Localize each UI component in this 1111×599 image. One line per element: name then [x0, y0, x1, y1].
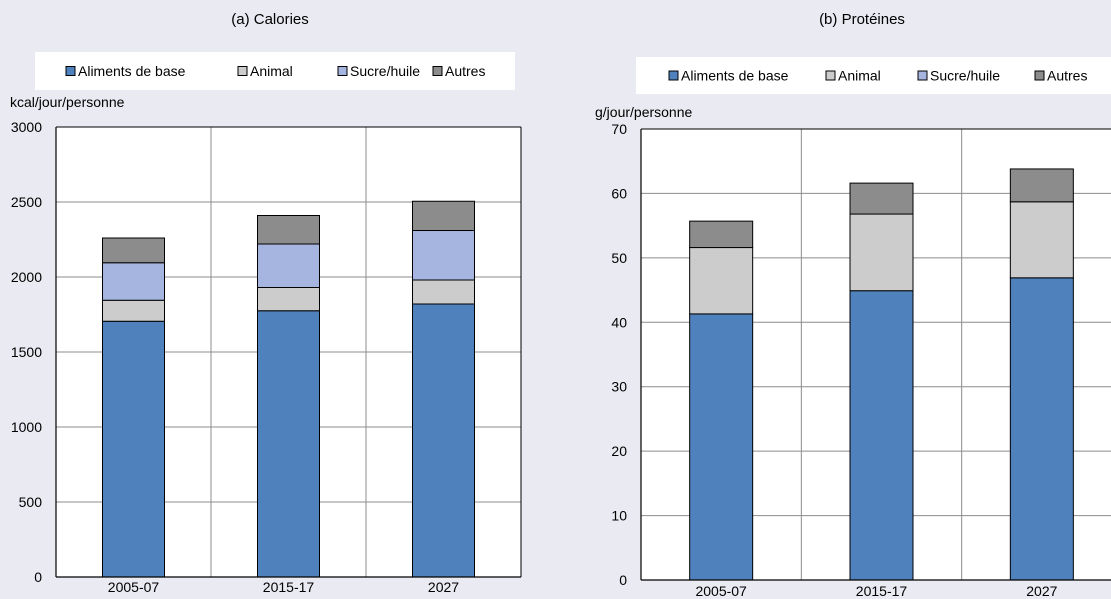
legend-swatch	[1034, 70, 1045, 81]
legend-swatch	[917, 70, 928, 81]
y-tick-label: 10	[611, 508, 627, 524]
y-tick-label: 1000	[11, 419, 42, 435]
x-tick-label: 2027	[1026, 583, 1057, 599]
legend-label: Aliments de base	[681, 68, 789, 84]
bar-segment	[412, 230, 475, 281]
y-tick-label: 20	[611, 443, 627, 459]
legend: Aliments de base Animal Sucre/huile Autres	[35, 52, 515, 90]
legend-label: Sucre/huile	[350, 63, 420, 79]
bar-segment	[849, 182, 914, 215]
bar-segment	[849, 290, 914, 581]
x-tick-label: 2005-07	[108, 579, 160, 595]
legend: Aliments de base Animal Sucre/huile Autres	[636, 57, 1111, 94]
legend-label: Sucre/huile	[930, 68, 1000, 84]
legend-swatch	[337, 66, 348, 76]
legend-swatch	[65, 66, 76, 76]
x-tick-label: 2015-17	[263, 579, 315, 595]
legend-box	[636, 57, 1111, 94]
bar-segment	[1009, 277, 1074, 581]
bar-segment	[257, 310, 320, 578]
legend-label: Autres	[445, 63, 485, 79]
y-tick-label: 0	[34, 569, 42, 585]
y-axis-label: g/jour/personne	[595, 104, 693, 120]
y-tick-label: 2000	[11, 269, 42, 285]
y-axis-label: kcal/jour/personne	[10, 94, 125, 110]
x-tick-label: 2015-17	[856, 583, 908, 599]
y-tick-label: 500	[19, 494, 43, 510]
bar-segment	[689, 247, 754, 315]
bar-segment	[849, 213, 914, 292]
bar-segment	[1009, 168, 1074, 203]
bar-segment	[1009, 201, 1074, 279]
legend-label: Aliments de base	[78, 63, 186, 79]
bar-segment	[412, 279, 475, 305]
bar-segment	[102, 262, 165, 301]
y-tick-label: 1500	[11, 344, 42, 360]
bar-segment	[689, 220, 754, 249]
legend-label: Autres	[1047, 68, 1087, 84]
y-tick-label: 3000	[11, 119, 42, 135]
legend-swatch	[668, 70, 679, 81]
legend-label: Animal	[838, 68, 881, 84]
chart-title: (b) Protéines	[819, 11, 905, 28]
y-tick-label: 40	[611, 314, 627, 330]
x-tick-label: 2027	[428, 579, 459, 595]
bar-segment	[102, 237, 165, 264]
legend-swatch	[825, 70, 836, 81]
legend-swatch	[237, 66, 248, 76]
chart-1: (a) Calories Aliments de base Animal Sucre/…	[10, 11, 522, 595]
chart-2: (b) Protéines Aliments de base Animal Sucre…	[595, 11, 1111, 599]
bar-segment	[102, 320, 165, 578]
x-tick-label: 2005-07	[695, 583, 747, 599]
bar-segment	[257, 215, 320, 245]
bar-segment	[412, 303, 475, 578]
legend-swatch	[432, 66, 443, 76]
y-tick-label: 50	[611, 250, 627, 266]
bar-segment	[102, 299, 165, 322]
y-tick-label: 0	[619, 572, 627, 588]
bar-segment	[257, 287, 320, 312]
y-tick-label: 70	[611, 121, 627, 137]
bar-segment	[412, 200, 475, 231]
bar-segment	[689, 313, 754, 581]
y-tick-label: 60	[611, 185, 627, 201]
y-tick-label: 30	[611, 379, 627, 395]
y-tick-label: 2500	[11, 194, 42, 210]
chart-title: (a) Calories	[231, 11, 309, 28]
bar-segment	[257, 243, 320, 288]
legend-label: Animal	[250, 63, 293, 79]
